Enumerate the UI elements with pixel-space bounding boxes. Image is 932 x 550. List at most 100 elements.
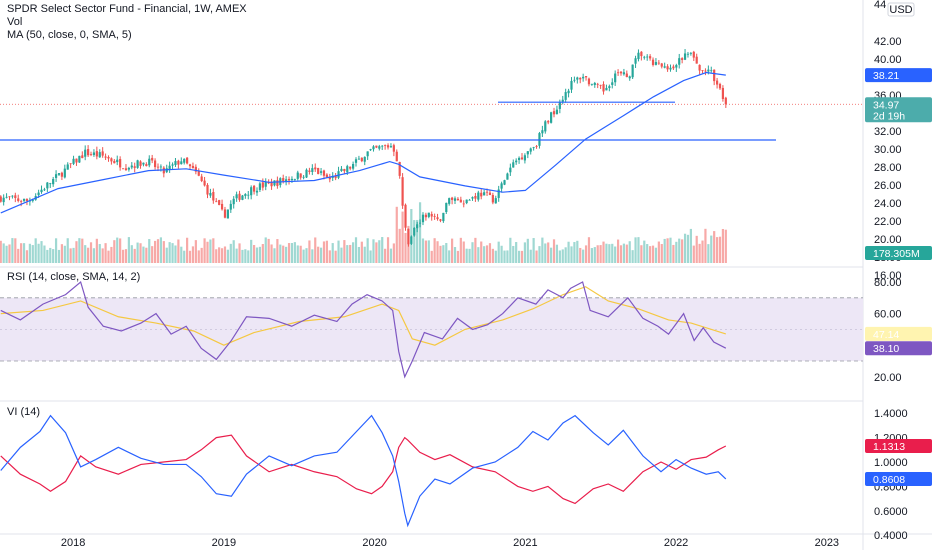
candle-body [223,209,227,218]
candle-body [477,192,480,200]
volume-bar [258,246,262,263]
volume-bar [386,237,390,263]
volume-bar [17,248,20,263]
candle-body [384,145,387,146]
candle-body [451,197,454,200]
volume-bar [273,248,276,263]
volume-bar [555,244,559,263]
volume-bar [404,232,407,263]
volume-bar [526,238,529,263]
candle-body [264,181,267,187]
vi-tick-label: 0.6000 [874,506,908,518]
candle-body [675,65,678,68]
candle-body [526,151,529,155]
volume-bar [596,245,599,263]
candlesticks [0,49,727,247]
candle-body [459,199,462,203]
moving-average-line [0,71,726,214]
volume-bar [468,248,471,263]
candle-body [372,146,375,150]
volume-bar [238,243,241,263]
candle-body [436,217,439,220]
candle-body [37,192,40,196]
rsi-line [0,280,727,379]
volume-bar [247,250,250,263]
volume-bar [223,246,227,263]
volume-bar [156,239,160,263]
volume-bar [561,249,564,263]
currency-label: USD [889,4,912,16]
volume-bar [602,241,605,263]
candle-body [104,156,107,158]
rsi-tick-label: 60.00 [874,309,902,321]
volume-bar [570,246,573,263]
volume-bar [43,245,46,263]
candle-body [261,182,264,188]
candle-body [657,62,660,64]
candle-body [232,198,235,205]
volume-bar [197,250,200,263]
candle-body [637,52,640,60]
candle-body [512,162,515,168]
volume-bar [180,246,183,263]
vi-plus-value: 0.8608 [873,474,905,486]
candle-body [619,71,623,74]
volume-bar [724,229,727,263]
volume-bar [416,219,419,263]
volume-bar [37,243,40,263]
volume-bar [619,245,623,263]
ma-value: 38.21 [873,70,899,82]
volume-bar [98,244,101,263]
candle-body [407,228,410,245]
candle-body [704,70,707,72]
candle-body [520,157,524,160]
candle-body [148,158,151,166]
volume-bar [378,240,381,263]
candle-body [244,194,247,196]
volume-bar [576,240,579,263]
volume-bar [418,202,422,263]
volume-bar [669,237,672,263]
volume-bar [579,247,582,263]
volume-bar [215,249,218,263]
candle-body [616,72,620,74]
candle-body [622,72,626,75]
candle-body [654,62,658,65]
candle-body [389,146,393,148]
volume-bar [69,248,72,263]
candle-body [267,182,270,184]
volume-bar [81,238,84,263]
candle-body [200,176,203,181]
volume-bar [683,233,687,263]
candle-body [311,168,314,172]
candle-body [398,162,401,176]
volume-bar [34,238,37,263]
candle-body [646,56,649,58]
candle-body [395,151,398,162]
candle-body [171,164,174,166]
volume-bar [625,244,628,263]
vi-minus-value: 1.1313 [873,441,905,453]
candle-body [424,214,427,218]
candle-body [139,161,142,166]
candle-body [692,51,695,58]
candle-body [40,189,43,193]
candle-body [66,164,69,170]
candle-body [235,194,238,199]
candle-body [442,212,445,222]
candle-body [8,196,11,198]
volume-bar [445,242,448,263]
volume-bar [646,244,649,263]
volume-bar [276,239,279,263]
price-tick-label: 24.00 [874,198,902,210]
candle-body [392,145,395,152]
volume-bar [31,245,34,263]
candle-body [587,78,591,85]
volume-bar [558,250,561,263]
candle-body [660,63,663,67]
candle-body [602,84,605,92]
candle-body [124,168,128,171]
volume-bar [634,237,637,263]
candle-body [491,195,494,203]
